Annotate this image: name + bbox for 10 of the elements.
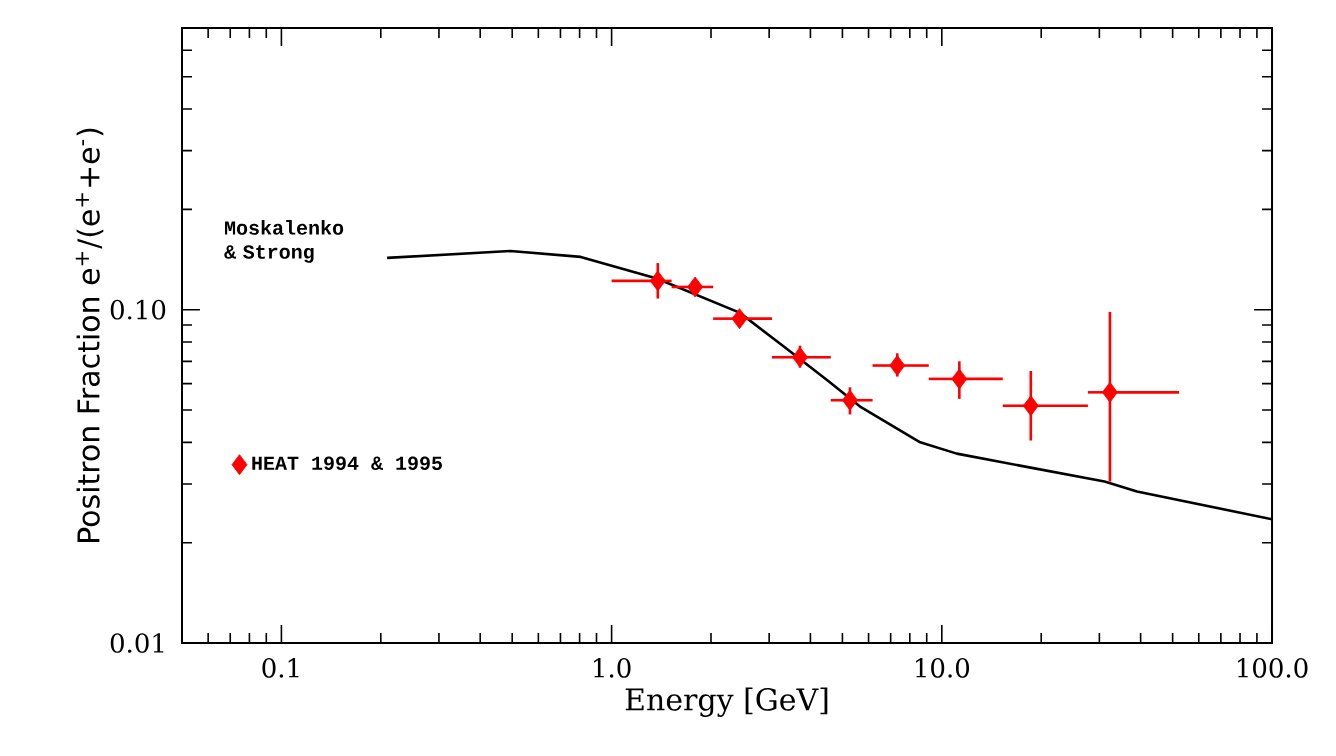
x-axis-title: Energy [GeV] <box>625 687 828 717</box>
y-axis-title: Positron Fraction e$^{+}$/(e$^{+}$+e$^{-}$) <box>75 128 104 542</box>
x-tick-label: 0.1 <box>262 658 299 678</box>
y-tick-label: 0.10 <box>110 299 166 320</box>
x-tick-label: 10.0 <box>916 658 970 678</box>
x-tick-label: 100.0 <box>1237 658 1308 678</box>
legend-label: HEAT 1994 & 1995 <box>252 456 442 471</box>
y-tick-label: 0.01 <box>110 633 164 653</box>
text: Moskalenko & Strong <box>224 220 344 263</box>
x-tick-label: 1.0 <box>594 658 631 678</box>
